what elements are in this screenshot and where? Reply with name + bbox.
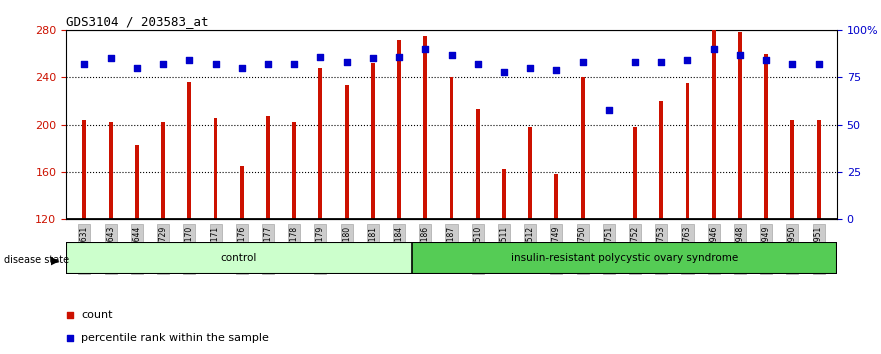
Bar — [371, 63, 374, 219]
Bar — [240, 166, 244, 219]
Point — [655, 59, 669, 65]
Text: insulin-resistant polycystic ovary syndrome: insulin-resistant polycystic ovary syndr… — [511, 253, 738, 263]
Point — [523, 65, 537, 71]
Point — [497, 69, 511, 75]
Bar — [135, 145, 139, 219]
Point — [319, 238, 333, 243]
Bar — [817, 120, 820, 219]
Point — [418, 46, 433, 52]
Bar — [188, 82, 191, 219]
Bar — [659, 101, 663, 219]
Point — [785, 61, 799, 67]
Point — [759, 58, 774, 63]
Point — [366, 56, 380, 61]
Point — [628, 59, 642, 65]
Bar — [161, 122, 165, 219]
Bar — [738, 33, 742, 219]
Point — [104, 56, 118, 61]
Bar — [344, 85, 349, 219]
Point — [339, 59, 353, 65]
Point — [602, 107, 616, 113]
Point — [130, 65, 144, 71]
Bar — [554, 175, 559, 219]
Text: GDS3104 / 203583_at: GDS3104 / 203583_at — [66, 15, 209, 28]
Point — [811, 61, 825, 67]
Point — [156, 61, 170, 67]
Bar — [764, 54, 768, 219]
Bar — [581, 78, 585, 219]
Bar — [476, 109, 479, 219]
Point — [680, 58, 694, 63]
Bar — [213, 118, 218, 219]
Point — [575, 59, 589, 65]
Point — [182, 58, 196, 63]
Point — [78, 61, 92, 67]
Bar — [66, 242, 411, 274]
Point — [234, 65, 248, 71]
Bar — [397, 40, 401, 219]
Text: percentile rank within the sample: percentile rank within the sample — [81, 333, 270, 343]
Point — [261, 61, 275, 67]
Bar — [529, 127, 532, 219]
Text: disease state: disease state — [4, 255, 70, 265]
Bar — [83, 120, 86, 219]
Bar — [449, 78, 454, 219]
Text: ▶: ▶ — [51, 255, 60, 265]
Point — [550, 67, 564, 73]
Point — [314, 54, 328, 59]
Point — [733, 52, 747, 58]
Text: control: control — [220, 253, 257, 263]
Point — [470, 61, 485, 67]
Bar — [318, 68, 322, 219]
Point — [287, 61, 301, 67]
Point — [392, 54, 406, 59]
Text: count: count — [81, 310, 113, 320]
Bar — [633, 127, 637, 219]
Bar — [266, 116, 270, 219]
Bar — [108, 122, 113, 219]
Point — [707, 46, 721, 52]
Bar — [502, 169, 506, 219]
Bar — [685, 83, 690, 219]
Point — [319, 28, 333, 34]
Point — [209, 61, 223, 67]
Bar — [411, 242, 837, 274]
Bar — [790, 120, 795, 219]
Bar — [424, 36, 427, 219]
Bar — [712, 30, 715, 219]
Bar — [292, 122, 296, 219]
Point — [444, 52, 458, 58]
